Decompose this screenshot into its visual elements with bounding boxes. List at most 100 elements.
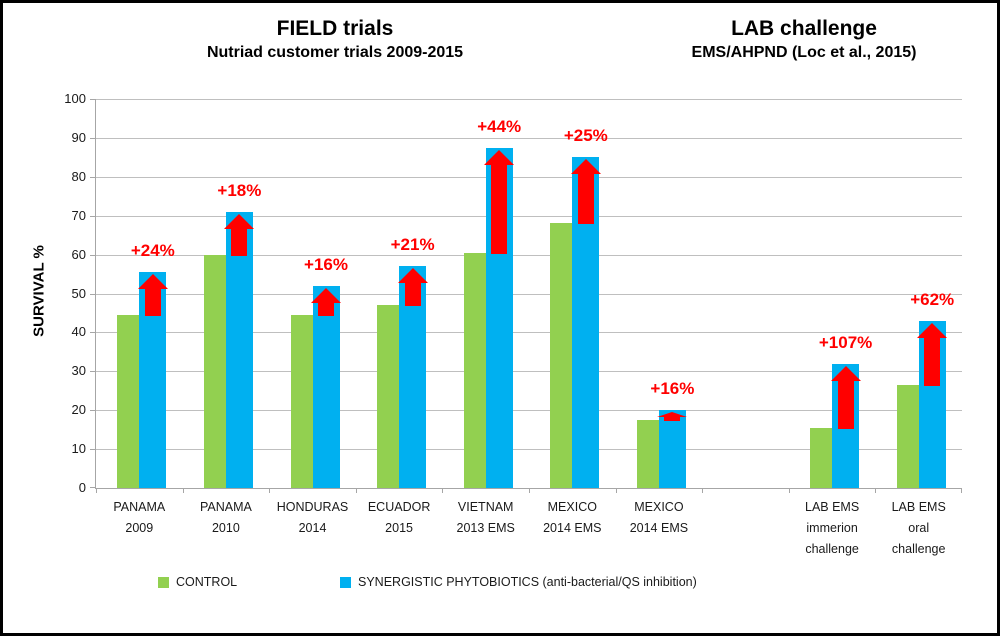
bar-control: [377, 305, 400, 488]
increase-arrow: [137, 274, 168, 316]
gain-label: +18%: [217, 180, 262, 200]
lab-challenge-title: LAB challenge EMS/AHPND (Loc et al., 201…: [604, 16, 997, 64]
x-axis-label: VIETNAM 2013 EMS: [457, 497, 515, 539]
field-trials-title-main: FIELD trials: [276, 17, 394, 40]
bar-control: [810, 427, 833, 488]
arrow-head-icon: [484, 149, 515, 165]
gain-label: +21%: [390, 235, 435, 255]
y-axis-tick: [90, 215, 96, 217]
y-axis-tick: [90, 254, 96, 256]
x-axis-label-line: challenge: [891, 542, 946, 556]
bar-control: [203, 254, 226, 488]
arrow-shaft: [577, 174, 594, 225]
y-axis-tick: [90, 99, 96, 100]
y-tick-label: 50: [71, 285, 86, 301]
y-axis-tick: [90, 332, 96, 334]
gain-label: +16%: [304, 254, 348, 274]
x-axis-label-line: 2010: [211, 521, 240, 535]
gain-label: +24%: [130, 241, 175, 261]
gridline: [96, 254, 962, 256]
x-axis-tick: [529, 488, 530, 493]
x-axis-label-line: ECUADOR: [367, 500, 431, 514]
increase-arrow: [311, 287, 341, 316]
y-tick-label: 40: [71, 324, 86, 340]
x-axis-label-line: 2013 EMS: [456, 521, 515, 535]
arrow-head-icon: [570, 159, 601, 175]
arrow-shaft: [491, 164, 508, 254]
x-axis-tick: [615, 488, 617, 493]
y-axis-tick: [90, 487, 96, 488]
x-axis-label-line: immerion: [806, 521, 858, 535]
x-axis-label-line: PANAMA: [199, 500, 252, 514]
bar-synergistic: [225, 211, 253, 488]
x-axis-label-line: 2014 EMS: [543, 521, 602, 535]
arrow-head-icon: [137, 274, 168, 290]
x-axis-tick: [269, 488, 271, 493]
gain-label: +107%: [818, 332, 873, 352]
increase-arrow: [570, 159, 601, 225]
y-tick-label: 80: [71, 168, 86, 184]
x-axis-tick: [182, 488, 184, 493]
legend-label: SYNERGISTIC PHYTOBIOTICS (anti-bacterial…: [358, 575, 697, 589]
arrow-head-icon: [224, 213, 255, 229]
arrow-shaft: [837, 380, 854, 429]
lab-challenge-title-sub: EMS/AHPND (Loc et al., 2015): [691, 44, 917, 61]
x-axis-label: MEXICO 2014 EMS: [630, 497, 688, 539]
legend-item-control: CONTROL: [158, 575, 237, 589]
y-tick-label: 70: [71, 207, 86, 223]
y-axis-tick: [90, 449, 96, 451]
increase-arrow: [397, 268, 428, 307]
gridline: [96, 293, 962, 295]
bar-control: [117, 314, 140, 488]
x-axis-label-line: oral: [908, 521, 930, 535]
field-trials-title-sub: Nutriad customer trials 2009-2015: [206, 44, 464, 61]
x-axis-label: HONDURAS 2014: [277, 497, 349, 539]
y-tick-label: 10: [71, 441, 86, 457]
gain-label: +25%: [563, 126, 608, 146]
gridline: [96, 137, 962, 139]
gridline: [96, 449, 962, 451]
arrow-shaft: [144, 289, 161, 316]
bar-control: [636, 419, 659, 488]
increase-arrow: [657, 412, 688, 421]
increase-arrow: [484, 149, 515, 254]
x-axis-label-line: PANAMA: [113, 500, 166, 514]
increase-arrow: [830, 365, 861, 429]
gridline: [96, 176, 962, 178]
gridline: [96, 99, 962, 100]
x-axis-tick: [875, 488, 877, 493]
x-axis-label: PANAMA 2010: [200, 497, 252, 539]
x-axis-tick: [961, 488, 962, 493]
plot-area: 0 10 20 30 40 50 60 70 80 90 100 PANAMA 2009 +24% PANA…: [64, 92, 962, 556]
legend-item-synergistic: SYNERGISTIC PHYTOBIOTICS (anti-bacterial…: [340, 575, 697, 589]
arrow-shaft: [318, 302, 334, 316]
arrow-head-icon: [917, 322, 948, 338]
increase-arrow: [224, 213, 255, 256]
y-tick-label: 90: [71, 129, 86, 145]
lab-challenge-title-main: LAB challenge: [731, 17, 877, 40]
arrow-shaft: [924, 337, 941, 386]
x-axis-label: LAB EMS immerion challenge: [805, 497, 859, 560]
legend-swatch-icon: [340, 576, 351, 588]
x-axis-label-line: challenge: [805, 542, 859, 556]
bar-synergistic: [658, 410, 686, 488]
x-axis-label-line: HONDURAS: [276, 500, 349, 514]
y-tick-label: 100: [64, 91, 86, 106]
x-axis-tick: [355, 488, 357, 493]
legend-label: CONTROL: [176, 575, 238, 589]
y-tick-label: 60: [71, 246, 86, 262]
x-axis-tick: [442, 488, 444, 493]
x-axis-label: MEXICO 2014 EMS: [543, 497, 601, 539]
y-tick-label: 30: [71, 363, 86, 379]
gridline: [96, 332, 962, 334]
x-axis-label: LAB EMS oral challenge: [892, 497, 946, 560]
y-axis-tick: [90, 371, 96, 373]
bar-control: [896, 384, 919, 488]
gridline: [96, 410, 962, 412]
x-axis-tick: [788, 488, 790, 493]
bar-synergistic: [312, 285, 340, 488]
y-tick-label: 0: [78, 480, 86, 495]
arrow-head-icon: [830, 365, 861, 381]
x-axis-label: ECUADOR 2015: [368, 497, 431, 539]
